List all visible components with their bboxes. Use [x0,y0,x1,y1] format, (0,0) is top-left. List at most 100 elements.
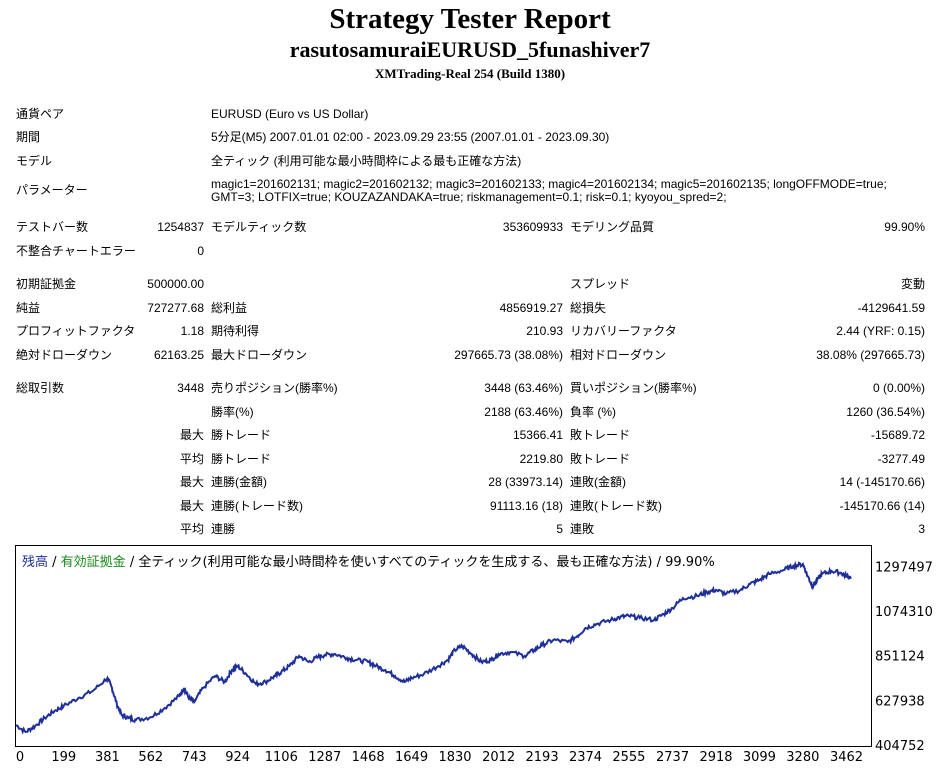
deposit-label: 初期証拠金 [16,277,77,291]
y-tick-label: 404752 [875,739,925,754]
gross-profit-label: 総利益 [211,301,248,315]
model-label: モデル [16,154,53,168]
x-tick-label: 0 [16,750,24,765]
x-tick-label: 199 [51,750,76,765]
max-label-1: 最大 [179,428,204,442]
x-tick-label: 2737 [656,750,689,765]
x-tick-label: 2918 [699,750,732,765]
short-positions-value: 3448 (63.46%) [484,381,563,395]
loss-rate-value: 1260 (36.54%) [846,405,925,419]
max-label-2: 最大 [179,475,204,489]
bars-value: 1254837 [157,220,204,234]
x-tick-label: 1830 [438,750,471,765]
pair-value: EURUSD (Euro vs US Dollar) [211,107,369,121]
consec-lossamt-label: 連敗(トレード数) [570,499,662,513]
total-trades-label: 総取引数 [16,381,65,395]
consec-lossamt-value: -145170.66 (14) [839,499,925,513]
largest-loss-value: -15689.72 [870,428,925,442]
quality-value: 99.90% [884,220,925,234]
quality-label: モデリング品質 [570,220,655,234]
avg-consec-wins-label: 連勝 [211,522,236,536]
rel-drawdown-value: 38.08% (297665.73) [816,348,925,362]
x-tick-label: 381 [95,750,120,765]
profit-factor-label: プロフィットファクタ [16,324,136,338]
avg-loss-label: 敗トレード [570,452,631,466]
max-label-3: 最大 [179,499,204,513]
x-tick-label: 1468 [352,750,385,765]
avg-consec-losses-value: 3 [918,522,925,536]
long-positions-value: 0 (0.00%) [872,381,925,395]
period-value: 5分足(M5) 2007.01.01 02:00 - 2023.09.29 23… [211,130,610,144]
gross-loss-value: -4129641.59 [857,301,925,315]
largest-win-value: 15366.41 [512,428,563,442]
x-tick-label: 2012 [482,750,515,765]
avg-consec-wins-value: 5 [556,522,563,536]
avg-consec-losses-label: 連敗 [570,522,595,536]
net-profit-label: 純益 [16,301,41,315]
rel-drawdown-label: 相対ドローダウン [570,348,667,362]
x-tick-label: 562 [138,750,163,765]
net-profit-value: 727277.68 [147,301,204,315]
max-drawdown-value: 297665.73 (38.08%) [454,348,563,362]
x-tick-label: 924 [225,750,250,765]
recovery-factor-label: リカバリーファクタ [570,324,677,338]
consec-profit-value: 91113.16 (18) [490,499,563,513]
spread-label: スプレッド [570,277,631,291]
total-trades-value: 3448 [177,381,204,395]
params-label: パラメーター [16,183,88,197]
y-tick-label: 851124 [875,650,925,665]
x-tick-label: 1287 [308,750,341,765]
short-positions-label: 売りポジション(勝率%) [211,381,338,395]
mismatch-value: 0 [197,244,204,258]
largest-loss-label: 敗トレード [570,428,631,442]
long-positions-label: 買いポジション(勝率%) [570,381,697,395]
profit-factor-value: 1.18 [180,324,204,338]
avg-loss-value: -3277.49 [877,452,925,466]
recovery-factor-value: 2.44 (YRF: 0.15) [836,324,925,338]
x-tick-label: 3462 [830,750,863,765]
consec-wins-label: 連勝(金額) [211,475,267,489]
ticks-label: モデルティック数 [211,220,307,234]
legend-balance: 残高 [22,555,49,570]
consec-losses-label: 連敗(金額) [570,475,626,489]
legend-equity: 有効証拠金 [60,555,126,570]
y-tick-label: 1074310 [875,605,933,620]
win-rate-value: 2188 (63.46%) [484,405,563,419]
deposit-value: 500000.00 [147,277,204,291]
consec-wins-value: 28 (33973.14) [488,475,563,489]
legend-sep: / [48,555,61,570]
win-rate-label: 勝率(%) [211,405,254,419]
y-tick-label: 627938 [875,694,925,709]
report-title: Strategy Tester Report [329,3,611,35]
params-value: magic1=201602131; magic2=201602132; magi… [211,177,887,204]
report-build: XMTrading-Real 254 (Build 1380) [374,66,566,81]
gross-loss-label: 総損失 [570,301,607,315]
avg-win-value: 2219.80 [519,452,563,466]
loss-rate-label: 負率 (%) [570,405,616,419]
expected-payoff-value: 210.93 [526,324,563,338]
max-drawdown-label: 最大ドローダウン [211,348,308,362]
y-tick-label: 1297497 [875,560,933,575]
balance-series-line [15,560,852,735]
gross-profit-value: 4856919.27 [499,301,563,315]
x-tick-label: 2374 [569,750,602,765]
pair-label: 通貨ペア [16,107,65,121]
x-tick-label: 1649 [395,750,428,765]
consec-profit-label: 連勝(トレード数) [211,499,303,513]
avg-label-1: 平均 [179,452,204,466]
abs-drawdown-label: 絶対ドローダウン [16,348,113,362]
x-tick-label: 1106 [265,750,298,765]
abs-drawdown-value: 62163.25 [153,348,204,362]
x-tick-label: 3280 [786,750,819,765]
bars-label: テストバー数 [16,220,89,234]
ticks-value: 353609933 [502,220,563,234]
legend-rest: / 全ティック(利用可能な最小時間枠を使いすべてのティックを生成する、最も正確な… [125,555,715,570]
model-value: 全ティック (利用可能な最小時間枠による最も正確な方法) [211,154,522,168]
report-subtitle: rasutosamuraiEURUSD_5funashiver7 [289,37,651,62]
avg-label-2: 平均 [179,522,204,536]
x-tick-label: 2555 [612,750,645,765]
x-tick-label: 2193 [526,750,559,765]
avg-win-label: 勝トレード [211,452,272,466]
spread-value: 変動 [900,277,925,291]
